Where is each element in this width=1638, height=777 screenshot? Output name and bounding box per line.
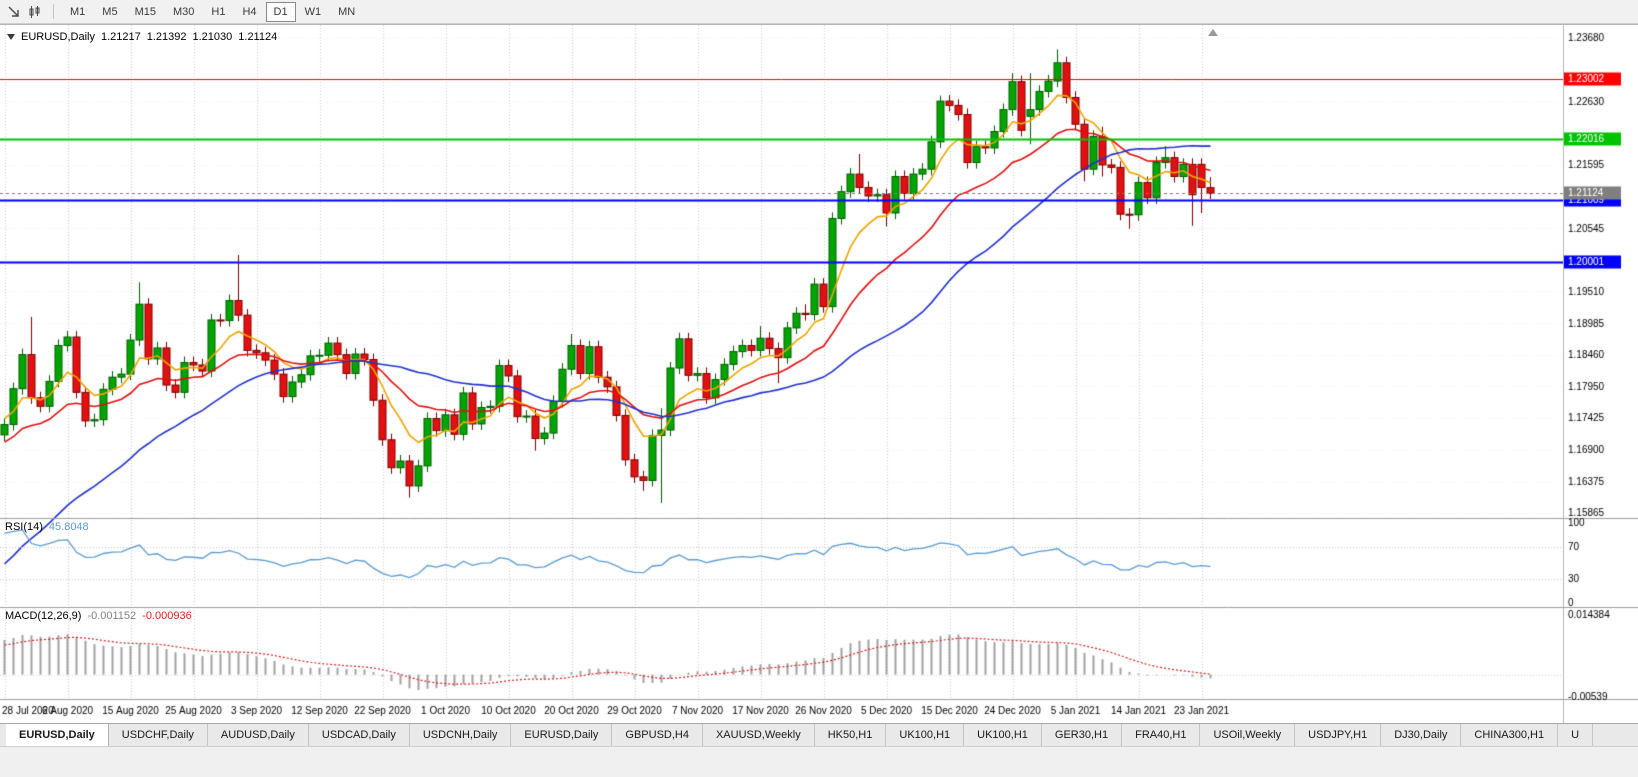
symbol-dropdown-icon[interactable] [7,34,15,40]
chart-low-value: 1.21030 [192,31,233,43]
timeframe-mn-button[interactable]: MN [330,2,363,22]
rsi-indicator-header: RSI(14) 45.8048 [5,521,89,533]
rsi-value: 45.8048 [48,521,89,533]
tab-usdcnh-daily[interactable]: USDCNH,Daily [409,724,512,746]
chart-tabs-bar: EURUSD,Daily USDCHF,Daily AUDUSD,Daily U… [0,723,1638,746]
chart-shift-marker[interactable] [1208,29,1218,36]
timeframe-h4-button[interactable]: H4 [234,2,264,22]
toolbar-separator [53,4,54,19]
timeframe-d1-button[interactable]: D1 [265,1,296,22]
timeframe-m30-button[interactable]: M30 [165,2,202,22]
tab-dj30-daily[interactable]: DJ30,Daily [1381,724,1462,746]
terminal-toolbar: M1 M5 M15 M30 H1 H4 D1 W1 MN [0,0,1638,24]
price-chart-canvas[interactable] [0,25,1638,723]
timeframe-m5-button[interactable]: M5 [94,2,125,22]
tab-hk50-h1[interactable]: HK50,H1 [814,724,887,746]
macd-pane-splitter[interactable] [0,604,1638,610]
tab-uk100-h1-2[interactable]: UK100,H1 [964,724,1042,746]
macd-label: MACD(12,26,9) [5,610,82,622]
tab-xauusd-weekly[interactable]: XAUUSD,Weekly [702,724,815,746]
timeframe-h1-button[interactable]: H1 [203,2,233,22]
rsi-pane-splitter[interactable] [0,515,1638,521]
tab-uk100-h1-1[interactable]: UK100,H1 [886,724,965,746]
chart-symbol-label: EURUSD,Daily [21,31,95,43]
tab-eurusd-daily-2[interactable]: EURUSD,Daily [511,724,613,746]
chart-open-value: 1.21217 [100,31,141,43]
chart-high-value: 1.21392 [146,31,187,43]
tab-eurusd-daily-1[interactable]: EURUSD,Daily [6,724,109,746]
macd-value: -0.001152 [87,610,137,622]
tab-usdchf-daily[interactable]: USDCHF,Daily [108,724,208,746]
macd-signal-value: -0.000936 [142,610,192,622]
tab-fra40-h1[interactable]: FRA40,H1 [1122,724,1201,746]
tab-china300-h1[interactable]: CHINA300,H1 [1461,724,1559,746]
ohlc-header: EURUSD,Daily 1.21217 1.21392 1.21030 1.2… [7,31,277,43]
tab-usdjpy-h1[interactable]: USDJPY,H1 [1295,724,1382,746]
tab-audusd-daily[interactable]: AUDUSD,Daily [207,724,309,746]
tab-usoil-weekly[interactable]: USOil,Weekly [1200,724,1296,746]
candlestick-chart-icon[interactable] [25,2,45,22]
tab-usdcad-daily[interactable]: USDCAD,Daily [308,724,410,746]
tab-partial[interactable]: U [1558,724,1594,746]
timeframe-w1-button[interactable]: W1 [297,2,330,22]
chart-close-value: 1.21124 [238,31,278,43]
macd-indicator-header: MACD(12,26,9) -0.001152 -0.000936 [5,610,192,622]
pointer-arrow-icon[interactable] [4,2,24,22]
rsi-label: RSI(14) [5,521,43,533]
status-bar [0,746,1638,777]
tab-ger30-h1[interactable]: GER30,H1 [1041,724,1123,746]
timeframe-m15-button[interactable]: M15 [127,2,164,22]
tab-gbpusd-h4[interactable]: GBPUSD,H4 [612,724,703,746]
timeframe-m1-button[interactable]: M1 [62,2,93,22]
chart-window: EURUSD,Daily 1.21217 1.21392 1.21030 1.2… [0,24,1638,723]
